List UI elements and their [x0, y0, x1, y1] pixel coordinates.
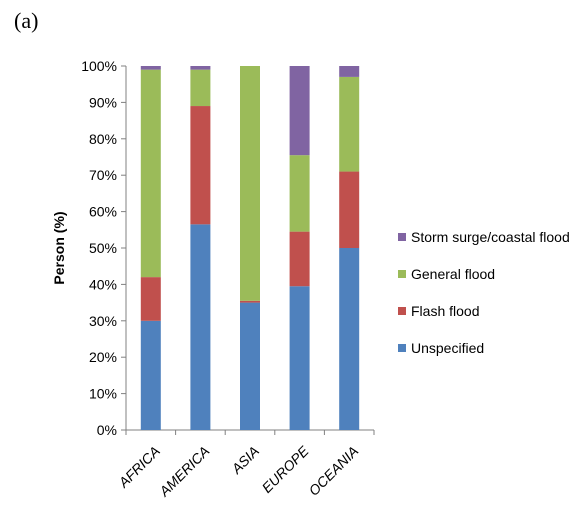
legend-label: General flood — [411, 266, 495, 282]
y-tick-label: 100% — [81, 58, 117, 74]
legend-label: Unspecified — [411, 340, 484, 356]
y-tick-label: 40% — [89, 276, 117, 292]
bar-segment — [240, 302, 260, 430]
bar-segment — [240, 300, 260, 303]
legend: Storm surge/coastal flood General flood Fl… — [398, 229, 570, 356]
y-tick-label: 20% — [89, 349, 117, 365]
y-tick-label: 90% — [89, 94, 117, 110]
y-tick-label: 0% — [97, 422, 117, 438]
bar-segment — [240, 66, 260, 301]
legend-swatch — [398, 307, 406, 315]
bar-segment — [289, 231, 310, 287]
legend-swatch — [398, 233, 406, 241]
x-category-label: AFRICA — [115, 443, 163, 491]
y-axis-title: Person (%) — [51, 211, 67, 284]
bar-segment — [339, 171, 360, 248]
y-tick-label: 10% — [89, 386, 117, 402]
bar-segment — [339, 76, 360, 172]
bar-segment — [190, 69, 211, 107]
x-category-label: AMERICA — [155, 443, 212, 500]
y-tick-label: 80% — [89, 131, 117, 147]
x-category-label: EUROPE — [259, 442, 313, 496]
bar-segment — [140, 66, 161, 70]
bar-segment — [190, 224, 211, 430]
bar-segment — [289, 155, 310, 232]
bar-segment — [140, 320, 161, 430]
bar-segment — [289, 286, 310, 430]
bar-segment — [339, 248, 360, 430]
y-tick-label: 60% — [89, 204, 117, 220]
legend-label: Flash flood — [411, 303, 479, 319]
legend-swatch — [398, 270, 406, 278]
y-tick-label: 70% — [89, 167, 117, 183]
y-tick-label: 30% — [89, 313, 117, 329]
bar-segment — [140, 69, 161, 278]
bar-segment — [289, 66, 310, 156]
bar-segment — [339, 66, 360, 77]
y-tick-label: 50% — [89, 240, 117, 256]
bars — [140, 66, 360, 430]
bar-segment — [190, 106, 211, 225]
y-ticks: 0% 10% 20% 30% 40% 50% 60% 70% 80% 90% 100% — [81, 58, 126, 438]
bar-segment — [140, 277, 161, 321]
legend-label: Storm surge/coastal flood — [411, 229, 570, 245]
bar-segment — [190, 66, 211, 70]
panel-label: (a) — [14, 8, 39, 33]
x-category-label: ASIA — [228, 443, 263, 478]
x-category-label: OCEANIA — [305, 443, 361, 499]
legend-swatch — [398, 344, 406, 352]
